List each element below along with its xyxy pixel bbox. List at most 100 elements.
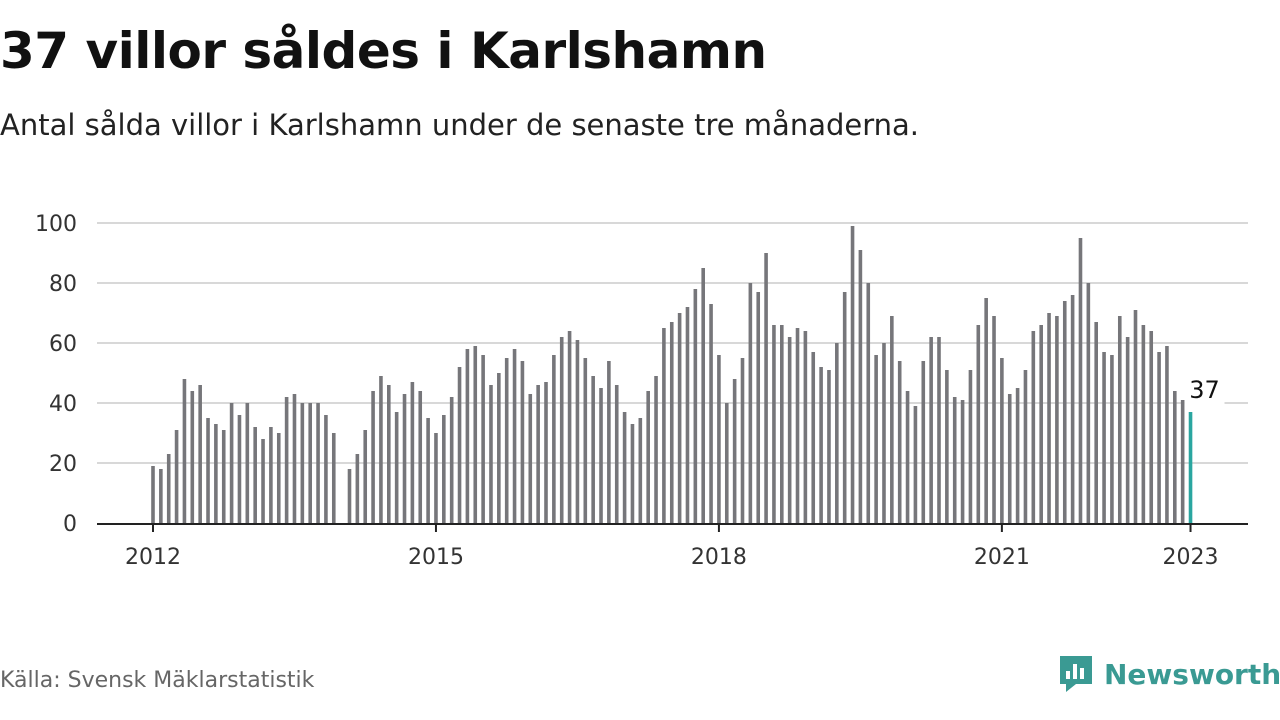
- bar: [1007, 394, 1012, 523]
- bar: [945, 370, 949, 523]
- bar: [284, 397, 289, 523]
- bar: [449, 397, 454, 523]
- bar: [937, 337, 941, 523]
- bar: [442, 415, 446, 523]
- bar: [253, 427, 257, 523]
- bar: [410, 382, 415, 523]
- bar: [371, 391, 375, 523]
- bar: [622, 412, 627, 523]
- x-tick-label: 2021: [974, 545, 1030, 570]
- bar: [536, 385, 540, 523]
- bar: [905, 391, 910, 523]
- bar: [614, 385, 619, 523]
- bar: [308, 403, 312, 523]
- y-tick-label: 60: [49, 332, 77, 357]
- bar: [347, 469, 352, 523]
- source-note: Källa: Svensk Mäklarstatistik: [0, 668, 315, 693]
- bar: [324, 415, 328, 523]
- bar: [1133, 310, 1138, 523]
- bar: [874, 355, 878, 523]
- bar: [402, 394, 407, 523]
- bar: [190, 391, 195, 523]
- bar: [363, 430, 368, 523]
- bar: [379, 376, 383, 523]
- bar: [819, 367, 823, 523]
- bar: [748, 283, 753, 523]
- bar: [897, 361, 902, 523]
- value-label-background: [1184, 375, 1225, 405]
- bar: [1078, 238, 1083, 523]
- x-tick-label: 2018: [691, 545, 747, 570]
- bar: [952, 397, 957, 523]
- chart-title: 37 villor såldes i Karlshamn: [0, 22, 767, 80]
- bar: [166, 454, 171, 523]
- bar: [795, 328, 800, 523]
- bar: [591, 376, 595, 523]
- bar: [835, 343, 839, 523]
- bar: [662, 328, 666, 523]
- y-tick-label: 40: [49, 392, 77, 417]
- bar: [552, 355, 556, 523]
- bar: [434, 433, 438, 523]
- value-labels: 37: [1184, 375, 1225, 405]
- bar: [803, 331, 808, 523]
- bar: [512, 349, 517, 523]
- bar: [182, 379, 187, 523]
- brand-name: Newsworthy: [1104, 657, 1280, 691]
- bar: [1047, 313, 1051, 523]
- bar: [1031, 331, 1036, 523]
- bar: [221, 430, 226, 523]
- bar: [583, 358, 588, 523]
- x-axis-ticks: 2012 2015 2018 2021 2023: [125, 524, 1219, 570]
- y-tick-label: 20: [49, 452, 77, 477]
- bar: [717, 355, 721, 523]
- x-tick-label: 2015: [408, 545, 464, 570]
- bar: [693, 289, 698, 523]
- bar: [151, 466, 155, 523]
- bar: [709, 304, 713, 523]
- bar: [740, 358, 745, 523]
- bar: [772, 325, 776, 523]
- bar: [206, 418, 210, 523]
- bar: [481, 355, 485, 523]
- bar: [921, 361, 926, 523]
- bar: [976, 325, 981, 523]
- bar: [1015, 388, 1020, 523]
- bar: [756, 292, 761, 523]
- bar: [1173, 391, 1177, 523]
- bar: [677, 313, 682, 523]
- bar: [567, 331, 572, 523]
- bar: [960, 400, 965, 523]
- bar: [1086, 283, 1091, 523]
- bar: [607, 361, 611, 523]
- bar: [1023, 370, 1028, 523]
- bar: [1180, 400, 1185, 523]
- bar: [764, 253, 768, 523]
- bar: [780, 325, 784, 523]
- bar: [890, 316, 894, 523]
- bar: [261, 439, 265, 523]
- bar: [1094, 322, 1098, 523]
- bar: [1141, 325, 1146, 523]
- bar: [787, 337, 792, 523]
- bar: [1062, 301, 1067, 523]
- bar: [504, 358, 509, 523]
- bar: [473, 346, 478, 523]
- bar: [269, 427, 273, 523]
- bar: [638, 418, 643, 523]
- bar: [198, 385, 202, 523]
- bar: [827, 370, 831, 523]
- bar: [701, 268, 705, 523]
- bar: [724, 403, 729, 523]
- bar: [237, 415, 242, 523]
- bar: [685, 307, 690, 523]
- bar: [984, 298, 988, 523]
- bar: [245, 403, 250, 523]
- bar: [426, 418, 430, 523]
- bar: [850, 226, 855, 523]
- bar: [292, 394, 297, 523]
- bar: [559, 337, 564, 523]
- highlight-value-label: 37: [1189, 376, 1220, 404]
- bar: [174, 430, 179, 523]
- y-tick-label: 0: [63, 512, 77, 537]
